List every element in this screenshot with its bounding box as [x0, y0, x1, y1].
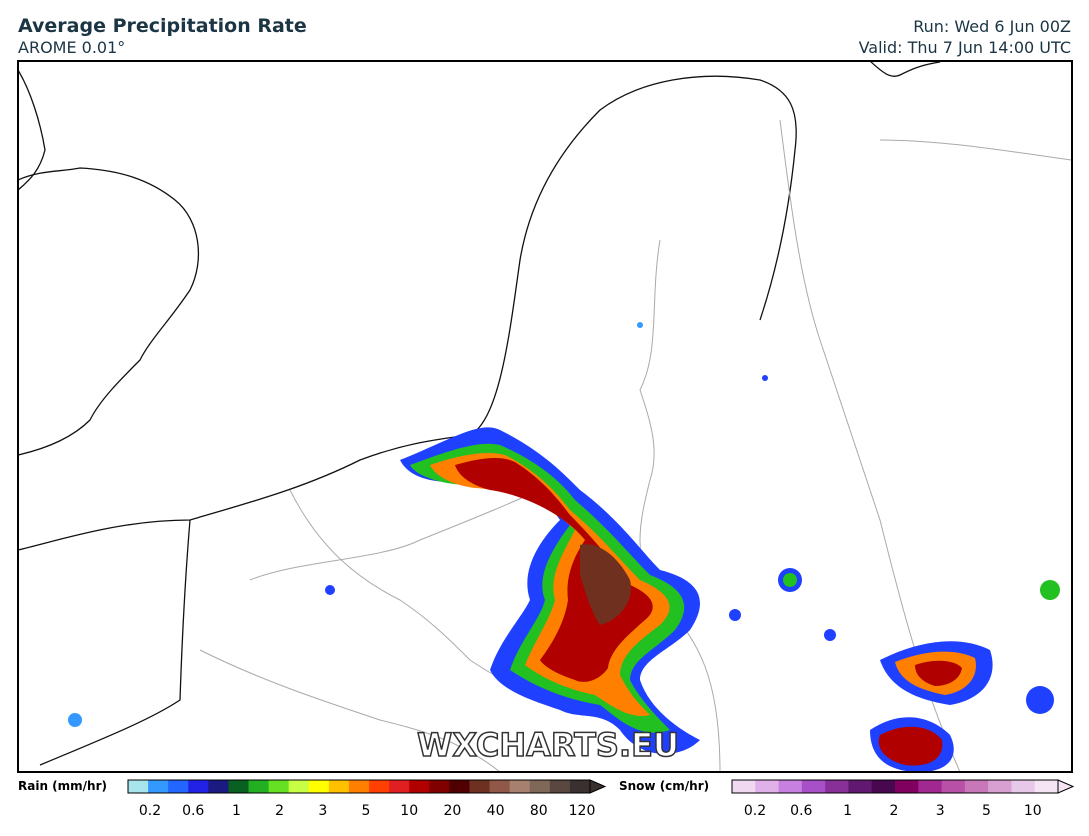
color-swatch [389, 780, 410, 793]
colorbar-frame [127, 779, 591, 794]
color-swatch [825, 780, 849, 793]
color-swatch [988, 780, 1012, 793]
colorbar-tick-label: 0.2 [139, 803, 161, 819]
color-swatch [529, 780, 551, 793]
color-swatch [801, 780, 826, 793]
run-time: Run: Wed 6 Jun 00Z [913, 17, 1071, 36]
color-swatch [848, 780, 873, 793]
colorbar-arrow [589, 779, 607, 794]
color-swatch [941, 780, 966, 793]
color-swatch [918, 780, 943, 793]
color-swatch [895, 780, 919, 793]
colorbar-tick-label: 0.6 [790, 803, 812, 819]
color-swatch [308, 780, 330, 793]
colorbar-tick-label: 20 [443, 803, 461, 819]
map: WXCHARTS.EU [17, 60, 1073, 773]
color-swatch [348, 780, 370, 793]
color-swatch [369, 780, 390, 793]
colorbar-tick-label: 10 [400, 803, 418, 819]
colorbar-tick-label: 1 [232, 803, 241, 819]
color-swatch [449, 780, 470, 793]
snow-label: Snow (cm/hr) [619, 779, 709, 793]
colorbar-tick-label: 120 [569, 803, 596, 819]
color-swatch [549, 780, 571, 793]
color-swatch [228, 780, 250, 793]
color-swatch [328, 780, 350, 793]
colorbar-tick-label: 3 [936, 803, 945, 819]
colorbar-tick-label: 80 [530, 803, 548, 819]
colorbar-tick-label: 0.6 [182, 803, 204, 819]
color-swatch [168, 780, 189, 793]
colorbar-tick-label: 5 [982, 803, 991, 819]
precipitation [68, 322, 1060, 771]
valid-time: Valid: Thu 7 Jun 14:00 UTC [859, 38, 1071, 57]
colorbar-tick-label: 5 [362, 803, 371, 819]
color-swatch [208, 780, 229, 793]
color-swatch [871, 780, 896, 793]
colorbar-tick-label: 2 [889, 803, 898, 819]
colorbar-frame [731, 779, 1059, 794]
snow-legend: Snow (cm/hr) 0.2 0.6 1 2 3 5 10 [619, 779, 1075, 819]
rain-legend: Rain (mm/hr) 0.2 0.6 1 2 3 5 10 20 40 80 120 [18, 779, 607, 819]
color-swatch [569, 780, 591, 793]
watermark: WXCHARTS.EU [417, 726, 679, 764]
color-swatch [1034, 780, 1059, 793]
color-swatch [268, 780, 290, 793]
colorbar-arrow [1057, 779, 1075, 794]
color-swatch [469, 780, 491, 793]
color-swatch [778, 780, 803, 793]
color-swatch [964, 780, 989, 793]
color-swatch [755, 780, 780, 793]
colorbar-tick-label: 1 [843, 803, 852, 819]
color-swatch [732, 780, 756, 793]
color-swatch [128, 780, 149, 793]
color-swatch [429, 780, 450, 793]
color-swatch [409, 780, 430, 793]
color-swatch [509, 780, 531, 793]
colorbar-tick-label: 3 [318, 803, 327, 819]
color-swatch [288, 780, 310, 793]
colorbar-tick-label: 0.2 [744, 803, 766, 819]
colorbar-tick-label: 10 [1024, 803, 1042, 819]
color-swatch [489, 780, 511, 793]
rain-label: Rain (mm/hr) [18, 779, 107, 793]
title: Average Precipitation Rate [18, 15, 307, 37]
color-swatch [248, 780, 270, 793]
color-swatch [1011, 780, 1036, 793]
color-swatch [188, 780, 209, 793]
color-swatch [148, 780, 169, 793]
subtitle: AROME 0.01° [18, 38, 125, 57]
colorbar-tick-label: 2 [275, 803, 284, 819]
colorbar-tick-label: 40 [487, 803, 505, 819]
